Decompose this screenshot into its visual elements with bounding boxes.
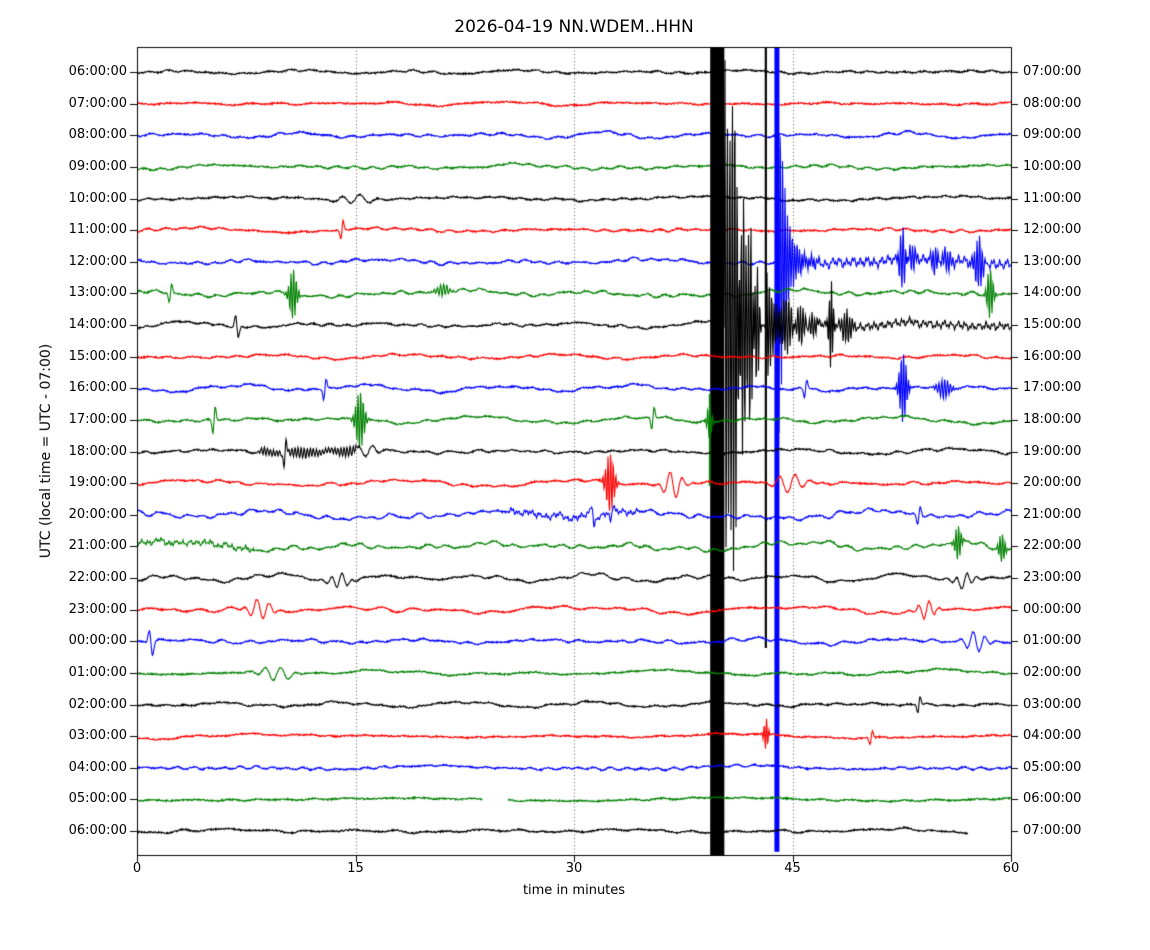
x-tick-label: 0 [132,861,142,876]
time-label-left: 23:00:00 [68,601,127,617]
time-label-left: 06:00:00 [68,64,127,79]
time-label-right: 07:00:00 [1023,64,1082,79]
time-label-right: 08:00:00 [1023,95,1082,111]
time-label-left: 17:00:00 [68,411,127,427]
time-label-right: 01:00:00 [1023,633,1082,649]
time-label-left: 03:00:00 [68,728,127,744]
x-tick-label: 60 [1002,861,1020,876]
time-label-left: 15:00:00 [68,348,127,364]
chart-title: 2026-04-19 NN.WDEM..HHN [454,17,694,37]
time-label-left: 09:00:00 [68,158,127,174]
time-label-right: 06:00:00 [1023,791,1082,807]
time-label-left: 20:00:00 [68,506,127,522]
time-label-right: 19:00:00 [1023,443,1082,459]
time-label-left: 11:00:00 [68,222,127,238]
time-label-left: 02:00:00 [68,696,127,712]
time-label-left: 14:00:00 [68,317,127,332]
time-label-right: 10:00:00 [1023,158,1082,174]
time-label-left: 21:00:00 [68,538,127,554]
time-label-right: 07:00:00 [1023,823,1082,838]
time-label-left: 22:00:00 [68,570,127,585]
time-label-right: 05:00:00 [1023,759,1082,775]
x-tick-label: 15 [347,861,364,876]
time-label-left: 05:00:00 [68,791,127,807]
time-label-left: 18:00:00 [68,443,127,459]
time-label-right: 14:00:00 [1023,285,1082,301]
time-label-right: 00:00:00 [1023,601,1082,617]
time-label-left: 01:00:00 [68,664,127,680]
time-label-left: 04:00:00 [68,759,127,775]
time-label-left: 07:00:00 [68,95,127,111]
x-tick-label: 45 [784,861,801,876]
time-label-right: 18:00:00 [1023,411,1082,427]
time-label-left: 08:00:00 [68,127,127,143]
time-label-left: 12:00:00 [68,253,127,269]
time-label-right: 17:00:00 [1023,380,1082,396]
time-label-right: 15:00:00 [1023,317,1082,332]
time-label-left: 16:00:00 [68,380,127,396]
x-axis-label: time in minutes [522,883,626,898]
time-label-right: 22:00:00 [1023,538,1082,554]
time-label-left: 19:00:00 [68,475,127,491]
time-label-right: 16:00:00 [1023,348,1082,364]
time-label-right: 12:00:00 [1023,222,1082,238]
time-label-right: 04:00:00 [1023,728,1082,744]
time-label-right: 09:00:00 [1023,127,1082,143]
time-label-right: 03:00:00 [1023,696,1082,712]
time-label-right: 11:00:00 [1023,190,1082,206]
time-label-left: 06:00:00 [68,823,127,838]
time-label-right: 20:00:00 [1023,475,1082,491]
time-label-right: 23:00:00 [1023,570,1082,585]
time-label-left: 10:00:00 [68,190,127,206]
time-label-left: 13:00:00 [68,285,127,301]
time-label-right: 21:00:00 [1023,506,1082,522]
time-label-left: 00:00:00 [68,633,127,649]
x-tick-label: 30 [565,861,583,876]
time-label-right: 02:00:00 [1023,664,1082,680]
time-label-right: 13:00:00 [1023,253,1082,269]
